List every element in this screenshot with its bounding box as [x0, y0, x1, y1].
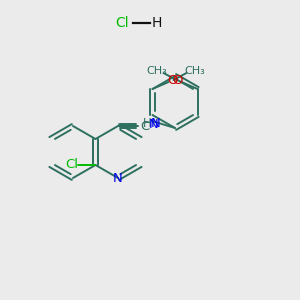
Text: N: N	[149, 118, 159, 131]
Text: Cl: Cl	[65, 158, 78, 172]
Text: H: H	[143, 117, 152, 130]
Text: C: C	[140, 119, 149, 133]
Text: H: H	[152, 16, 162, 30]
Text: N: N	[151, 117, 160, 130]
Text: N: N	[113, 172, 123, 184]
Text: Cl: Cl	[115, 16, 129, 30]
Text: O: O	[172, 74, 183, 88]
Text: CH₃: CH₃	[146, 66, 167, 76]
Text: O: O	[167, 74, 178, 88]
Text: CH₃: CH₃	[184, 66, 205, 76]
